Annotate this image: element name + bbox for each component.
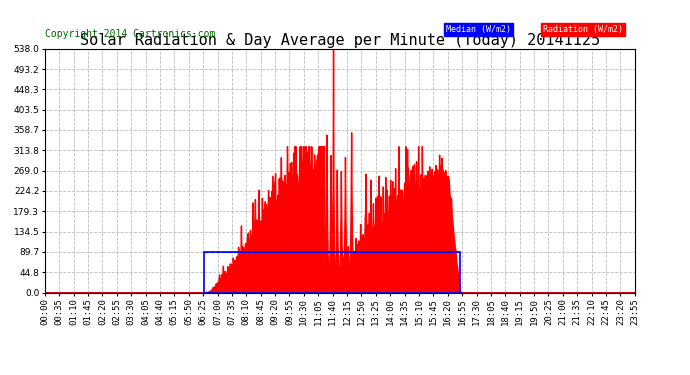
Text: Radiation (W/m2): Radiation (W/m2) [543,25,623,34]
Bar [204,252,460,292]
Text: Median (W/m2): Median (W/m2) [446,25,511,34]
Title: Solar Radiation & Day Average per Minute (Today) 20141125: Solar Radiation & Day Average per Minute… [80,33,600,48]
Text: Copyright 2014 Cartronics.com: Copyright 2014 Cartronics.com [45,29,215,39]
